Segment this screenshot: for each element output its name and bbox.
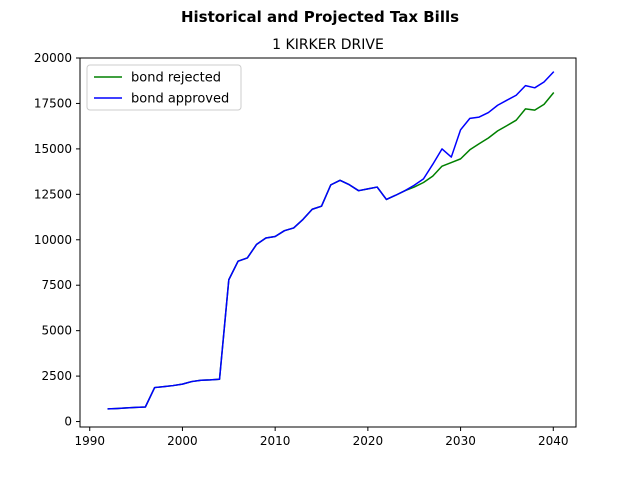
x-tick-label: 2010 [260,434,291,448]
chart-suptitle: Historical and Projected Tax Bills [181,8,459,26]
y-tick-label: 15000 [34,142,72,156]
x-tick-label: 2000 [167,434,198,448]
chart-title: 1 KIRKER DRIVE [272,37,384,53]
legend-label-1: bond approved [131,92,229,107]
axes-frame [79,57,577,428]
y-tick-label: 7500 [41,278,72,292]
y-tick-label: 17500 [34,96,72,110]
legend-label-0: bond rejected [131,71,221,86]
plot-area: 1990 2000 2010 2020 2030 2040 0 2500 5000 7500 100… [34,51,577,448]
series-line-1 [107,71,555,410]
x-tick-label: 2040 [538,434,569,448]
legend-box [86,64,242,111]
y-tick-label: 20000 [34,51,72,65]
x-tick-label: 1990 [74,434,105,448]
y-tick-label: 5000 [41,324,72,338]
x-tick-label: 2020 [353,434,384,448]
y-tick-label: 2500 [41,369,72,383]
y-tick-label: 10000 [34,233,72,247]
y-tick-label: 0 [64,415,72,429]
x-tick-label: 2030 [445,434,476,448]
y-tick-label: 12500 [34,187,72,201]
